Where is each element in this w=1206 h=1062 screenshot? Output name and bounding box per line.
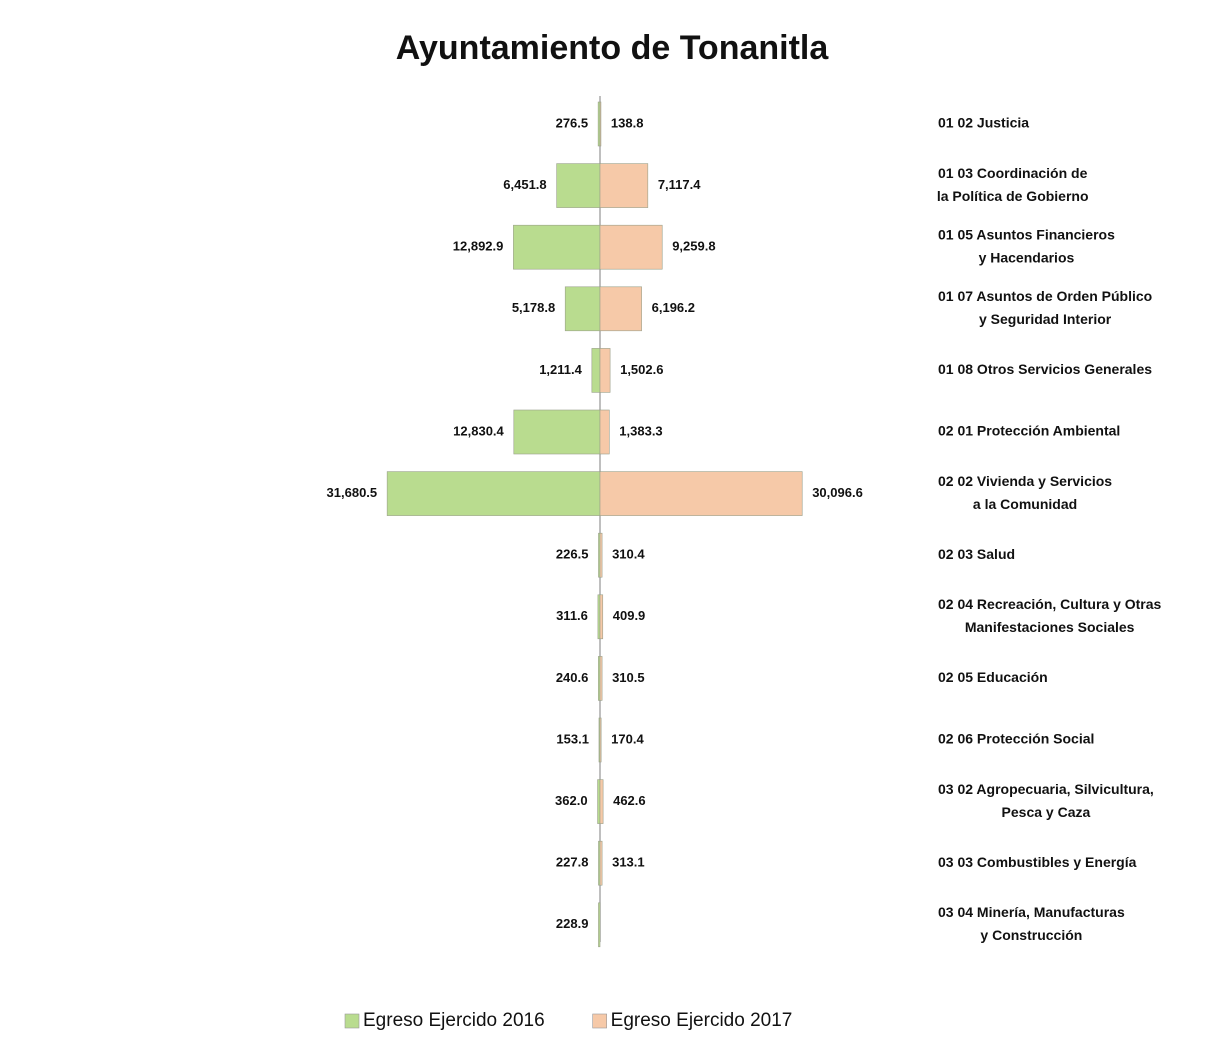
value-label: 313.1: [612, 855, 645, 870]
bar: [599, 594, 604, 640]
category-label: a la Comunidad: [973, 496, 1077, 512]
bar: [564, 286, 601, 332]
value-label: 310.4: [612, 547, 645, 562]
category-label: 01 05 Asuntos Financieros: [938, 226, 1115, 242]
bar: [597, 779, 601, 824]
bar: [599, 471, 803, 516]
value-label: 276.5: [556, 115, 589, 130]
value-label: 138.8: [611, 115, 644, 130]
category-label: y Construcción: [980, 927, 1082, 943]
value-label: 12,892.9: [453, 239, 504, 254]
value-label: 240.6: [556, 670, 589, 685]
bar: [599, 348, 611, 393]
category-label: y Seguridad Interior: [979, 311, 1112, 327]
value-label: 462.6: [613, 793, 646, 808]
chart-title: Ayuntamiento de Tonanitla: [396, 29, 830, 67]
bar: [599, 532, 603, 578]
value-label: 227.8: [556, 855, 589, 870]
category-label: Manifestaciones Sociales: [965, 619, 1135, 635]
category-label: 03 02 Agropecuaria, Silvicultura,: [938, 781, 1154, 797]
bar: [597, 594, 601, 640]
bar: [599, 840, 603, 886]
value-label: 1,502.6: [620, 362, 663, 377]
legend-label: Egreso Ejercido 2016: [363, 1010, 545, 1031]
bar: [599, 286, 642, 332]
value-label: 311.6: [556, 608, 588, 623]
bar: [599, 163, 649, 208]
value-label: 310.5: [612, 670, 645, 685]
bar: [591, 348, 601, 393]
category-label: 01 03 Coordinación de: [938, 165, 1088, 181]
category-label: 03 04 Minería, Manufacturas: [938, 904, 1125, 920]
value-label: 6,451.8: [503, 177, 546, 192]
legend-swatch: [592, 1013, 607, 1029]
category-label: y Hacendarios: [979, 249, 1075, 265]
bar: [599, 409, 610, 455]
value-label: 1,383.3: [619, 423, 662, 438]
legend-label: Egreso Ejercido 2017: [611, 1010, 793, 1031]
value-label: 9,259.8: [672, 239, 715, 254]
category-label: 01 02 Justicia: [938, 115, 1029, 131]
category-label: 02 06 Protección Social: [938, 731, 1094, 747]
bar: [599, 779, 604, 824]
category-label: 02 05 Educación: [938, 669, 1048, 685]
bar: [556, 163, 601, 208]
category-label: 02 02 Vivienda y Servicios: [938, 473, 1112, 489]
value-label: 170.4: [611, 731, 644, 746]
value-label: 30,096.6: [812, 485, 863, 500]
category-label: Pesca y Caza: [1002, 804, 1091, 820]
bar: [513, 409, 601, 455]
legend-swatch: [344, 1013, 360, 1029]
value-label: 409.9: [613, 608, 646, 623]
value-label: 228.9: [556, 916, 589, 931]
bar: [386, 471, 601, 516]
value-label: 5,178.8: [512, 300, 555, 315]
value-label: 153.1: [556, 731, 589, 746]
bar: [599, 717, 602, 763]
category-label: 02 01 Protección Ambiental: [938, 423, 1120, 439]
value-label: 1,211.4: [539, 362, 582, 377]
value-label: 226.5: [556, 547, 589, 562]
category-label: 01 08 Otros Servicios Generales: [938, 361, 1152, 377]
value-label: 6,196.2: [652, 300, 695, 315]
value-label: 362.0: [555, 793, 588, 808]
value-label: 12,830.4: [453, 423, 504, 438]
bar: [599, 101, 602, 147]
bar: [599, 656, 603, 701]
value-label: 31,680.5: [327, 485, 378, 500]
value-label: 7,117.4: [658, 177, 701, 192]
bar: [598, 902, 601, 948]
bar: [599, 224, 663, 270]
category-label: 03 03 Combustibles y Energía: [938, 854, 1137, 870]
bar: [513, 224, 601, 270]
category-label: la Política de Gobierno: [937, 188, 1089, 204]
category-label: 02 04 Recreación, Cultura y Otras: [938, 596, 1162, 612]
category-label: 01 07 Asuntos de Orden Público: [938, 288, 1152, 304]
category-label: 02 03 Salud: [938, 546, 1015, 562]
